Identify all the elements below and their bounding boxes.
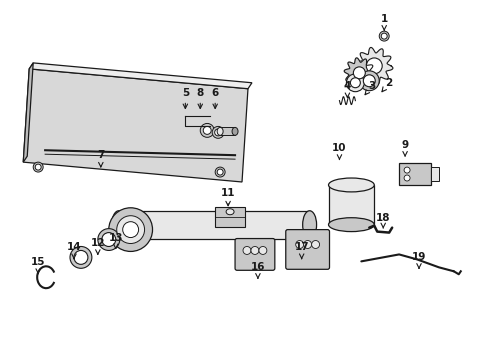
Circle shape bbox=[359, 71, 379, 91]
Circle shape bbox=[122, 222, 138, 238]
FancyBboxPatch shape bbox=[285, 230, 329, 269]
Text: 17: 17 bbox=[294, 243, 308, 258]
Text: 19: 19 bbox=[411, 252, 426, 268]
Circle shape bbox=[98, 229, 120, 251]
Bar bbox=[119, 211, 309, 239]
Bar bbox=[220, 127, 235, 135]
Circle shape bbox=[403, 167, 409, 173]
Circle shape bbox=[346, 74, 364, 92]
FancyBboxPatch shape bbox=[235, 239, 274, 270]
Circle shape bbox=[35, 164, 41, 170]
Ellipse shape bbox=[328, 218, 373, 231]
Bar bbox=[328, 185, 373, 225]
Circle shape bbox=[295, 240, 303, 248]
Text: 11: 11 bbox=[221, 188, 235, 206]
Circle shape bbox=[363, 75, 374, 87]
Circle shape bbox=[74, 251, 88, 264]
Text: 15: 15 bbox=[31, 257, 45, 273]
Text: 10: 10 bbox=[331, 143, 346, 159]
Bar bbox=[215, 207, 244, 227]
Text: 12: 12 bbox=[90, 238, 105, 254]
Circle shape bbox=[353, 67, 365, 79]
Text: 3: 3 bbox=[365, 81, 375, 95]
Circle shape bbox=[311, 240, 319, 248]
Text: 5: 5 bbox=[182, 88, 188, 108]
Circle shape bbox=[258, 247, 266, 255]
Text: 7: 7 bbox=[97, 150, 104, 167]
Polygon shape bbox=[29, 63, 251, 89]
Text: 4: 4 bbox=[343, 81, 350, 98]
Circle shape bbox=[102, 233, 116, 247]
Text: 18: 18 bbox=[375, 213, 389, 228]
Circle shape bbox=[217, 169, 223, 175]
Text: 16: 16 bbox=[250, 262, 264, 278]
Circle shape bbox=[243, 247, 250, 255]
Circle shape bbox=[381, 33, 386, 39]
Circle shape bbox=[212, 126, 224, 138]
Text: 8: 8 bbox=[196, 88, 203, 108]
Circle shape bbox=[70, 247, 92, 268]
Text: 13: 13 bbox=[108, 233, 123, 249]
Circle shape bbox=[117, 216, 144, 243]
Circle shape bbox=[303, 240, 311, 248]
Text: 9: 9 bbox=[401, 140, 408, 156]
Text: 2: 2 bbox=[381, 78, 392, 92]
Bar bbox=[398, 163, 430, 185]
Text: 6: 6 bbox=[211, 88, 218, 108]
Text: 14: 14 bbox=[66, 243, 81, 258]
Bar bbox=[430, 167, 438, 181]
Circle shape bbox=[366, 58, 382, 74]
Circle shape bbox=[200, 123, 214, 137]
Polygon shape bbox=[23, 69, 247, 182]
Circle shape bbox=[33, 162, 43, 172]
Circle shape bbox=[203, 126, 211, 134]
Ellipse shape bbox=[232, 127, 238, 135]
Circle shape bbox=[403, 175, 409, 181]
Circle shape bbox=[214, 129, 221, 136]
Ellipse shape bbox=[302, 211, 316, 239]
Ellipse shape bbox=[225, 209, 234, 215]
Circle shape bbox=[250, 247, 258, 255]
Polygon shape bbox=[23, 63, 33, 162]
Circle shape bbox=[215, 167, 224, 177]
Text: 1: 1 bbox=[380, 14, 387, 30]
Circle shape bbox=[108, 208, 152, 251]
Ellipse shape bbox=[328, 178, 373, 192]
Circle shape bbox=[350, 78, 360, 88]
Polygon shape bbox=[355, 48, 392, 84]
Circle shape bbox=[379, 31, 388, 41]
Ellipse shape bbox=[217, 127, 223, 135]
Polygon shape bbox=[344, 58, 374, 88]
Ellipse shape bbox=[112, 211, 125, 239]
